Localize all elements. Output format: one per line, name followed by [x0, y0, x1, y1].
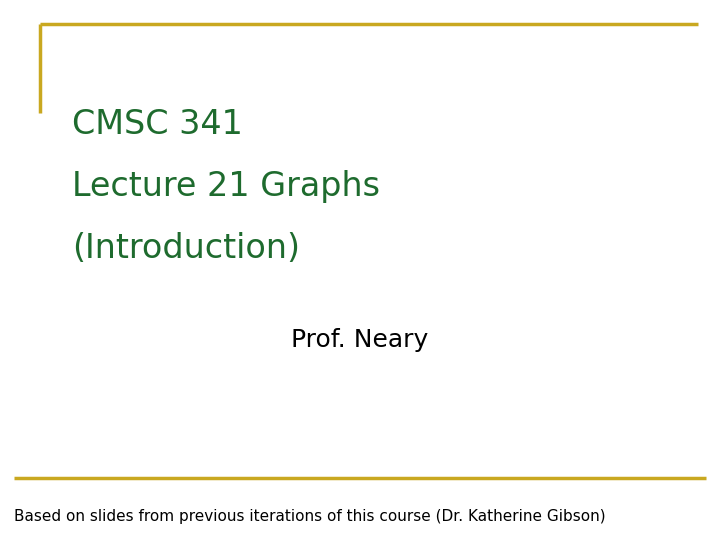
- Text: CMSC 341: CMSC 341: [72, 108, 243, 141]
- Text: Lecture 21 Graphs: Lecture 21 Graphs: [72, 170, 380, 203]
- Text: Based on slides from previous iterations of this course (Dr. Katherine Gibson): Based on slides from previous iterations…: [14, 509, 606, 524]
- Text: Prof. Neary: Prof. Neary: [292, 328, 428, 352]
- Text: (Introduction): (Introduction): [72, 232, 300, 265]
